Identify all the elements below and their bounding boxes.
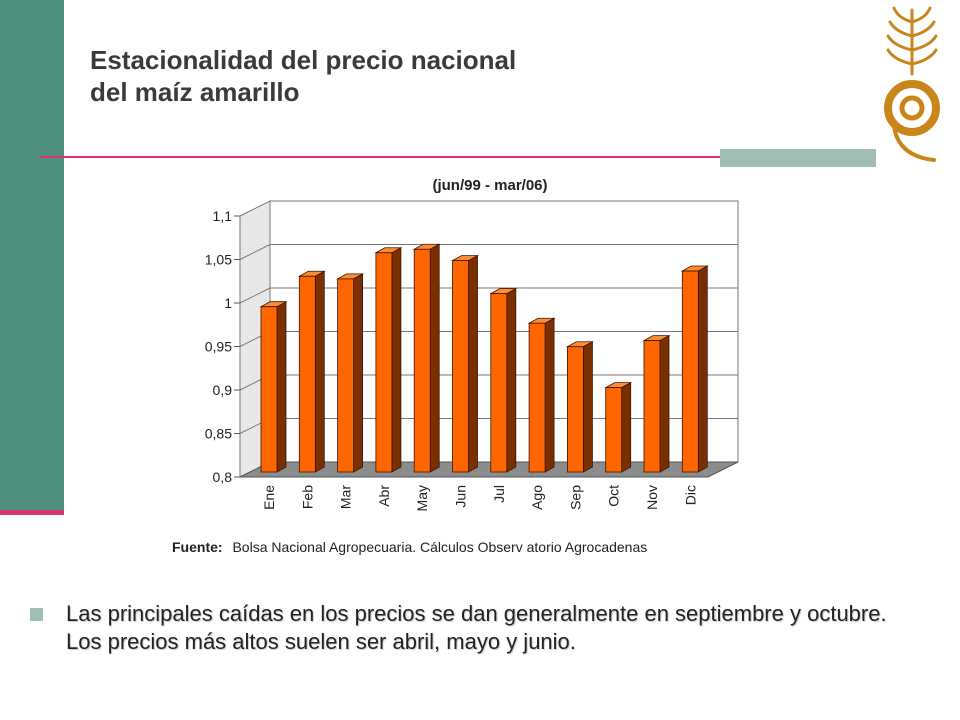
bar-abr xyxy=(375,252,393,473)
x-tick-label: Abr xyxy=(376,485,392,507)
bar-side xyxy=(353,273,364,473)
divider-teal-block xyxy=(720,149,876,167)
bar-side xyxy=(697,265,708,473)
slide-title-line-2: del maíz amarillo xyxy=(90,77,300,107)
source-label: Fuente: xyxy=(172,539,223,555)
y-tick-label: 1 xyxy=(224,295,232,311)
bar-sep xyxy=(566,346,584,473)
x-tick-label: Dic xyxy=(682,485,698,505)
bar-side xyxy=(468,254,478,473)
left-sidebar-bar xyxy=(0,0,64,510)
sidebar-accent-line xyxy=(0,510,64,515)
bar-side xyxy=(659,334,670,473)
x-tick-label: Ene xyxy=(261,485,277,510)
bar-side xyxy=(544,317,555,473)
y-tick-label: 1,05 xyxy=(205,252,232,268)
gridline-side xyxy=(239,287,271,304)
y-tick-label: 0,9 xyxy=(213,382,233,398)
y-tick-label: 0,95 xyxy=(205,339,232,355)
bar-ago xyxy=(528,322,546,473)
x-tick-label: Oct xyxy=(606,485,622,507)
bar-side xyxy=(429,243,440,473)
bar-feb xyxy=(298,275,316,473)
bar-jul xyxy=(490,293,508,473)
x-tick-label: Ago xyxy=(529,485,545,510)
bar-side xyxy=(621,381,632,473)
x-tick-label: Jun xyxy=(453,485,469,508)
bar-side xyxy=(314,270,325,473)
slide-title: Estacionalidad del precio nacional del m… xyxy=(90,44,690,108)
x-tick-label: Nov xyxy=(644,485,660,510)
wheat-gear-logo-icon xyxy=(884,6,940,162)
bullet-square-icon xyxy=(30,608,43,621)
bar-side xyxy=(391,247,402,473)
price-seasonality-chart: (jun/99 - mar/06) 1,1 1,05 1 0,95 0,9 0,85 0,8… xyxy=(172,177,739,555)
x-tick-label: Sep xyxy=(567,485,583,510)
chart-source: Fuente: Bolsa Nacional Agropecuaria. Cál… xyxy=(172,539,647,555)
bar-nov xyxy=(643,340,661,473)
bar-ene xyxy=(260,306,278,473)
x-tick-label: Jul xyxy=(491,485,507,503)
bar-side xyxy=(276,301,287,473)
chart-title: (jun/99 - mar/06) xyxy=(432,177,547,194)
slide-title-line-1: Estacionalidad del precio nacional xyxy=(90,45,517,75)
bullet-point: Las principales caídas en los precios se… xyxy=(30,600,910,656)
bullet-text: Las principales caídas en los precios se… xyxy=(66,601,887,654)
y-tick-label: 1,1 xyxy=(213,208,233,224)
source-text: Bolsa Nacional Agropecuaria. Cálculos Ob… xyxy=(232,539,647,555)
x-tick-label: May xyxy=(414,485,430,511)
x-tick-label: Feb xyxy=(299,485,315,509)
y-tick-label: 0,85 xyxy=(205,426,232,442)
title-divider-line xyxy=(40,156,876,158)
y-tick-label: 0,8 xyxy=(213,469,233,485)
bar-mar xyxy=(337,278,355,473)
bar-side xyxy=(506,287,517,473)
x-tick-label: Mar xyxy=(338,485,354,509)
bar-dic xyxy=(681,270,699,473)
bar-oct xyxy=(605,387,623,473)
bar-side xyxy=(582,341,593,473)
bar-jun xyxy=(452,260,469,473)
bar-may xyxy=(413,248,431,473)
gridline-side xyxy=(239,244,271,260)
